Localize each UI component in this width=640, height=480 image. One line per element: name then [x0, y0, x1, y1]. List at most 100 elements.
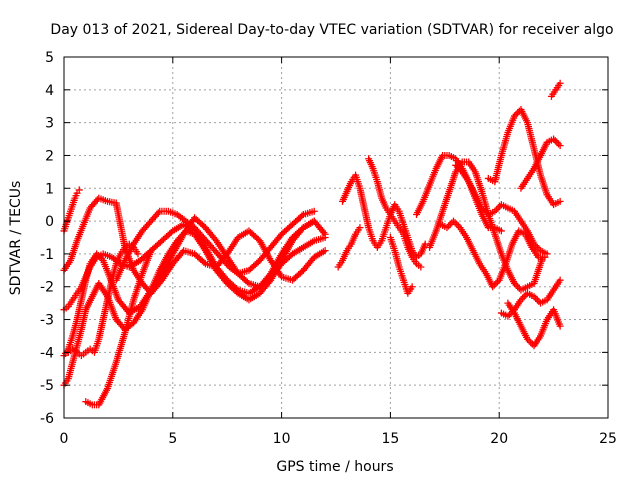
series-7 [112, 207, 318, 284]
data-point [356, 224, 364, 232]
data-point [530, 293, 538, 301]
data-point [523, 335, 531, 343]
data-point-interp [532, 294, 540, 302]
data-point-interp [445, 222, 453, 230]
x-tick-label: 5 [168, 431, 177, 447]
y-tick-label: -5 [40, 378, 54, 394]
data-point-interp [494, 204, 502, 212]
data-point-interp [454, 222, 462, 230]
data-point-interp [455, 165, 463, 173]
y-tick-label: 4 [45, 83, 54, 99]
series-11 [386, 234, 416, 297]
data-point [497, 227, 505, 235]
data-point-interp [96, 253, 104, 261]
data-point-interp [527, 339, 535, 347]
data-point [443, 224, 451, 232]
series-10 [365, 155, 425, 271]
data-point [543, 250, 551, 258]
y-tick-label: 1 [45, 181, 54, 197]
y-tick-label: 2 [45, 148, 54, 164]
data-point-interp [535, 245, 543, 253]
data-point [510, 279, 518, 287]
y-tick-label: 3 [45, 116, 54, 132]
data-point [321, 247, 329, 255]
data-point-interp [520, 293, 528, 301]
y-tick-label: -6 [40, 411, 54, 427]
data-point-interp [512, 110, 520, 118]
data-point [530, 240, 538, 248]
x-tick-label: 0 [60, 431, 69, 447]
data-point [556, 79, 564, 87]
series-3 [60, 217, 318, 389]
chart-title: Day 013 of 2021, Sidereal Day-to-day VTE… [50, 22, 613, 38]
y-tick-label: -1 [40, 247, 54, 263]
data-point [147, 247, 155, 255]
data-point-interp [154, 209, 162, 217]
y-axis-label: SDTVAR / TECUs [8, 181, 24, 296]
data-point-interp [533, 243, 541, 251]
data-point-interp [94, 252, 102, 260]
data-point-interp [453, 163, 461, 171]
data-point-interp [320, 229, 328, 237]
data-point [550, 135, 558, 143]
data-point-interp [519, 294, 527, 302]
data-point-interp [200, 258, 208, 266]
data-point [75, 186, 83, 194]
data-point [504, 312, 512, 320]
data-point-interp [446, 220, 454, 228]
series-15 [452, 161, 551, 258]
data-point [517, 296, 525, 304]
series-8 [339, 171, 429, 261]
y-tick-label: -4 [40, 345, 54, 361]
data-point [510, 112, 518, 120]
data-point [489, 283, 497, 291]
data-point [408, 283, 416, 291]
data-point-interp [490, 281, 498, 289]
data-point-interp [479, 206, 487, 214]
data-point [417, 263, 425, 271]
data-point [421, 240, 429, 248]
data-point [478, 204, 486, 212]
data-point-interp [243, 278, 251, 286]
series-19 [517, 135, 564, 192]
data-point-interp [514, 283, 522, 291]
plot-frame [63, 56, 609, 419]
data-point [93, 250, 101, 258]
y-tick-label: 0 [45, 214, 54, 230]
y-tick-label: 5 [45, 50, 54, 66]
data-point-interp [98, 255, 106, 263]
series-20 [547, 79, 564, 100]
data-point [450, 217, 458, 225]
data-point [556, 197, 564, 205]
x-axis-label: GPS time / hours [276, 459, 393, 475]
data-point [452, 161, 460, 169]
data-point-interp [554, 140, 562, 148]
data-point-interp [457, 166, 465, 174]
x-tick-label: 20 [490, 431, 508, 447]
x-tick-label: 15 [381, 431, 399, 447]
data-point [321, 230, 329, 238]
data-point-interp [551, 137, 559, 145]
data-point [310, 207, 318, 215]
data-point [491, 207, 499, 215]
data-point-interp [533, 296, 541, 304]
series-9 [334, 224, 364, 271]
data-points [60, 79, 564, 409]
data-point-interp [532, 242, 540, 250]
series-17 [497, 276, 564, 320]
data-point [134, 250, 142, 258]
series-13 [426, 158, 547, 294]
data-point-interp [525, 337, 533, 345]
data-point-interp [512, 281, 520, 289]
data-point [556, 322, 564, 330]
axis-ticks: 0 5 10 15 20 25 -6 -5 -4 -3 -2 -1 0 1 2 3 4 5 [40, 50, 617, 447]
data-point-interp [553, 138, 561, 146]
data-point [310, 217, 318, 225]
series-16 [484, 106, 564, 209]
data-point [556, 142, 564, 150]
data-point [556, 276, 564, 284]
data-point-interp [492, 279, 500, 287]
series-18 [504, 299, 564, 350]
data-point-interp [298, 212, 306, 220]
data-point-interp [481, 207, 489, 215]
